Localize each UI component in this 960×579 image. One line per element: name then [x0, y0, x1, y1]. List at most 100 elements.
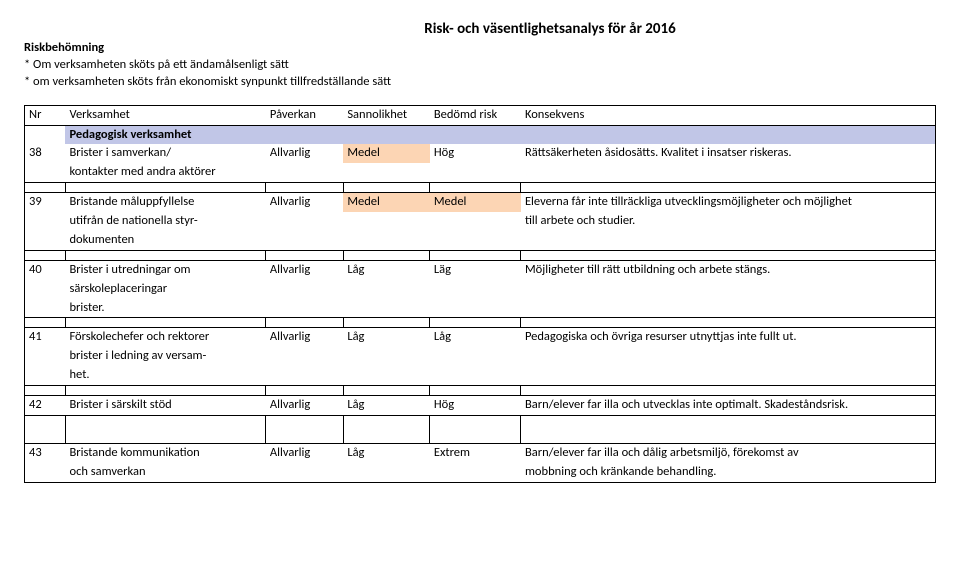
cell-konsekvens — [521, 366, 936, 385]
cell-sannolikhet: Låg — [343, 328, 430, 347]
spacer-row — [25, 318, 936, 328]
cell-sannolikhet: Låg — [343, 260, 430, 279]
table-row: 39Bristande måluppfyllelseAllvarligMedel… — [25, 193, 936, 212]
col-konsekvens: Konsekvens — [521, 105, 936, 125]
cell-nr — [25, 163, 66, 182]
cell-konsekvens — [521, 163, 936, 182]
col-sannolikhet: Sannolikhet — [343, 105, 430, 125]
spacer-row — [25, 250, 936, 260]
document-title: Risk- och väsentlighetsanalys för år 201… — [164, 20, 936, 38]
cell-nr — [25, 463, 66, 482]
cell-bedomd — [430, 347, 521, 366]
cell-sannolikhet — [343, 280, 430, 299]
cell-nr — [25, 299, 66, 318]
cell-konsekvens: Rättsäkerheten åsidosätts. Kvalitet i in… — [521, 144, 936, 163]
cell-sannolikhet — [343, 163, 430, 182]
cell-bedomd: Extrem — [430, 443, 521, 462]
cell-nr — [25, 231, 66, 250]
cell-sannolikhet — [343, 463, 430, 482]
table-row: särskoleplaceringar — [25, 280, 936, 299]
cell-bedomd — [430, 463, 521, 482]
cell-verksamhet: Brister i utredningar om — [65, 260, 265, 279]
cell-verksamhet: dokumenten — [65, 231, 265, 250]
cell-bedomd — [430, 163, 521, 182]
cell-konsekvens — [521, 231, 936, 250]
cell-verksamhet: Bristande kommunikation — [65, 443, 265, 462]
cell-nr — [25, 366, 66, 385]
col-bedomd: Bedömd risk — [430, 105, 521, 125]
cell-verksamhet: utifrån de nationella styr- — [65, 212, 265, 231]
cell-konsekvens — [521, 280, 936, 299]
cell-paverkan — [266, 212, 343, 231]
cell-verksamhet: Förskolechefer och rektorer — [65, 328, 265, 347]
table-row: 43Bristande kommunikationAllvarligLågExt… — [25, 443, 936, 462]
spacer-row — [25, 386, 936, 396]
spacer-row — [25, 183, 936, 193]
col-verksamhet: Verksamhet — [65, 105, 265, 125]
table-row: och samverkanmobbning och kränkande beha… — [25, 463, 936, 482]
cell-bedomd — [430, 231, 521, 250]
cell-sannolikhet — [343, 231, 430, 250]
col-nr: Nr — [25, 105, 66, 125]
cell-sannolikhet: Medel — [343, 193, 430, 212]
cell-verksamhet: Brister i särskilt stöd — [65, 396, 265, 416]
cell-paverkan — [266, 366, 343, 385]
cell-bedomd: Låg — [430, 328, 521, 347]
cell-verksamhet: Brister i samverkan/ — [65, 144, 265, 163]
cell-paverkan — [266, 163, 343, 182]
cell-konsekvens — [521, 347, 936, 366]
cell-verksamhet: brister. — [65, 299, 265, 318]
cell-bedomd: Hög — [430, 396, 521, 416]
cell-paverkan — [266, 463, 343, 482]
cell-paverkan: Allvarlig — [266, 144, 343, 163]
cell-konsekvens — [521, 299, 936, 318]
cell-nr: 38 — [25, 144, 66, 163]
cell-paverkan — [266, 231, 343, 250]
cell-bedomd — [430, 366, 521, 385]
cell-sannolikhet — [343, 366, 430, 385]
cell-nr — [25, 347, 66, 366]
cell-nr: 40 — [25, 260, 66, 279]
cell-konsekvens: Barn/elever far illa och utvecklas inte … — [521, 396, 936, 416]
header-block: Riskbehömning * Om verksamheten sköts på… — [24, 40, 936, 91]
cell-konsekvens: Eleverna får inte tillräckliga utvecklin… — [521, 193, 936, 212]
cell-paverkan: Allvarlig — [266, 396, 343, 416]
cell-sannolikhet: Låg — [343, 443, 430, 462]
cell-bedomd — [430, 299, 521, 318]
column-header-row: Nr Verksamhet Påverkan Sannolikhet Bedöm… — [25, 105, 936, 125]
cell-bedomd — [430, 212, 521, 231]
cell-konsekvens: mobbning och kränkande behandling. — [521, 463, 936, 482]
cell-nr — [25, 280, 66, 299]
risk-table: Nr Verksamhet Påverkan Sannolikhet Bedöm… — [24, 105, 936, 483]
cell-nr: 42 — [25, 396, 66, 416]
cell-nr: 43 — [25, 443, 66, 462]
cell-konsekvens: Pedagogiska och övriga resurser utnyttja… — [521, 328, 936, 347]
cell-sannolikhet — [343, 299, 430, 318]
cell-verksamhet: het. — [65, 366, 265, 385]
table-row: 38Brister i samverkan/AllvarligMedelHögR… — [25, 144, 936, 163]
cell-sannolikhet — [343, 212, 430, 231]
table-row: het. — [25, 366, 936, 385]
cell-bedomd: Medel — [430, 193, 521, 212]
cell-konsekvens: Barn/elever far illa och dålig arbetsmil… — [521, 443, 936, 462]
cell-paverkan — [266, 299, 343, 318]
table-row: kontakter med andra aktörer — [25, 163, 936, 182]
cell-paverkan: Allvarlig — [266, 328, 343, 347]
cell-paverkan: Allvarlig — [266, 260, 343, 279]
cell-paverkan: Allvarlig — [266, 443, 343, 462]
cell-paverkan — [266, 347, 343, 366]
cell-konsekvens: till arbete och studier. — [521, 212, 936, 231]
table-row: utifrån de nationella styr-till arbete o… — [25, 212, 936, 231]
cell-konsekvens: Möjligheter till rätt utbildning och arb… — [521, 260, 936, 279]
section-row: Pedagogisk verksamhet — [25, 125, 936, 144]
section-label: Pedagogisk verksamhet — [65, 125, 265, 144]
table-row: 41Förskolechefer och rektorerAllvarligLå… — [25, 328, 936, 347]
table-row: 40Brister i utredningar omAllvarligLågLä… — [25, 260, 936, 279]
header-heading: Riskbehömning — [24, 40, 936, 57]
cell-sannolikhet — [343, 347, 430, 366]
header-line1: * Om verksamheten sköts på ett ändamålse… — [24, 57, 936, 74]
table-row: 42Brister i särskilt stödAllvarligLågHög… — [25, 396, 936, 416]
cell-bedomd: Hög — [430, 144, 521, 163]
cell-sannolikhet: Medel — [343, 144, 430, 163]
cell-paverkan: Allvarlig — [266, 193, 343, 212]
